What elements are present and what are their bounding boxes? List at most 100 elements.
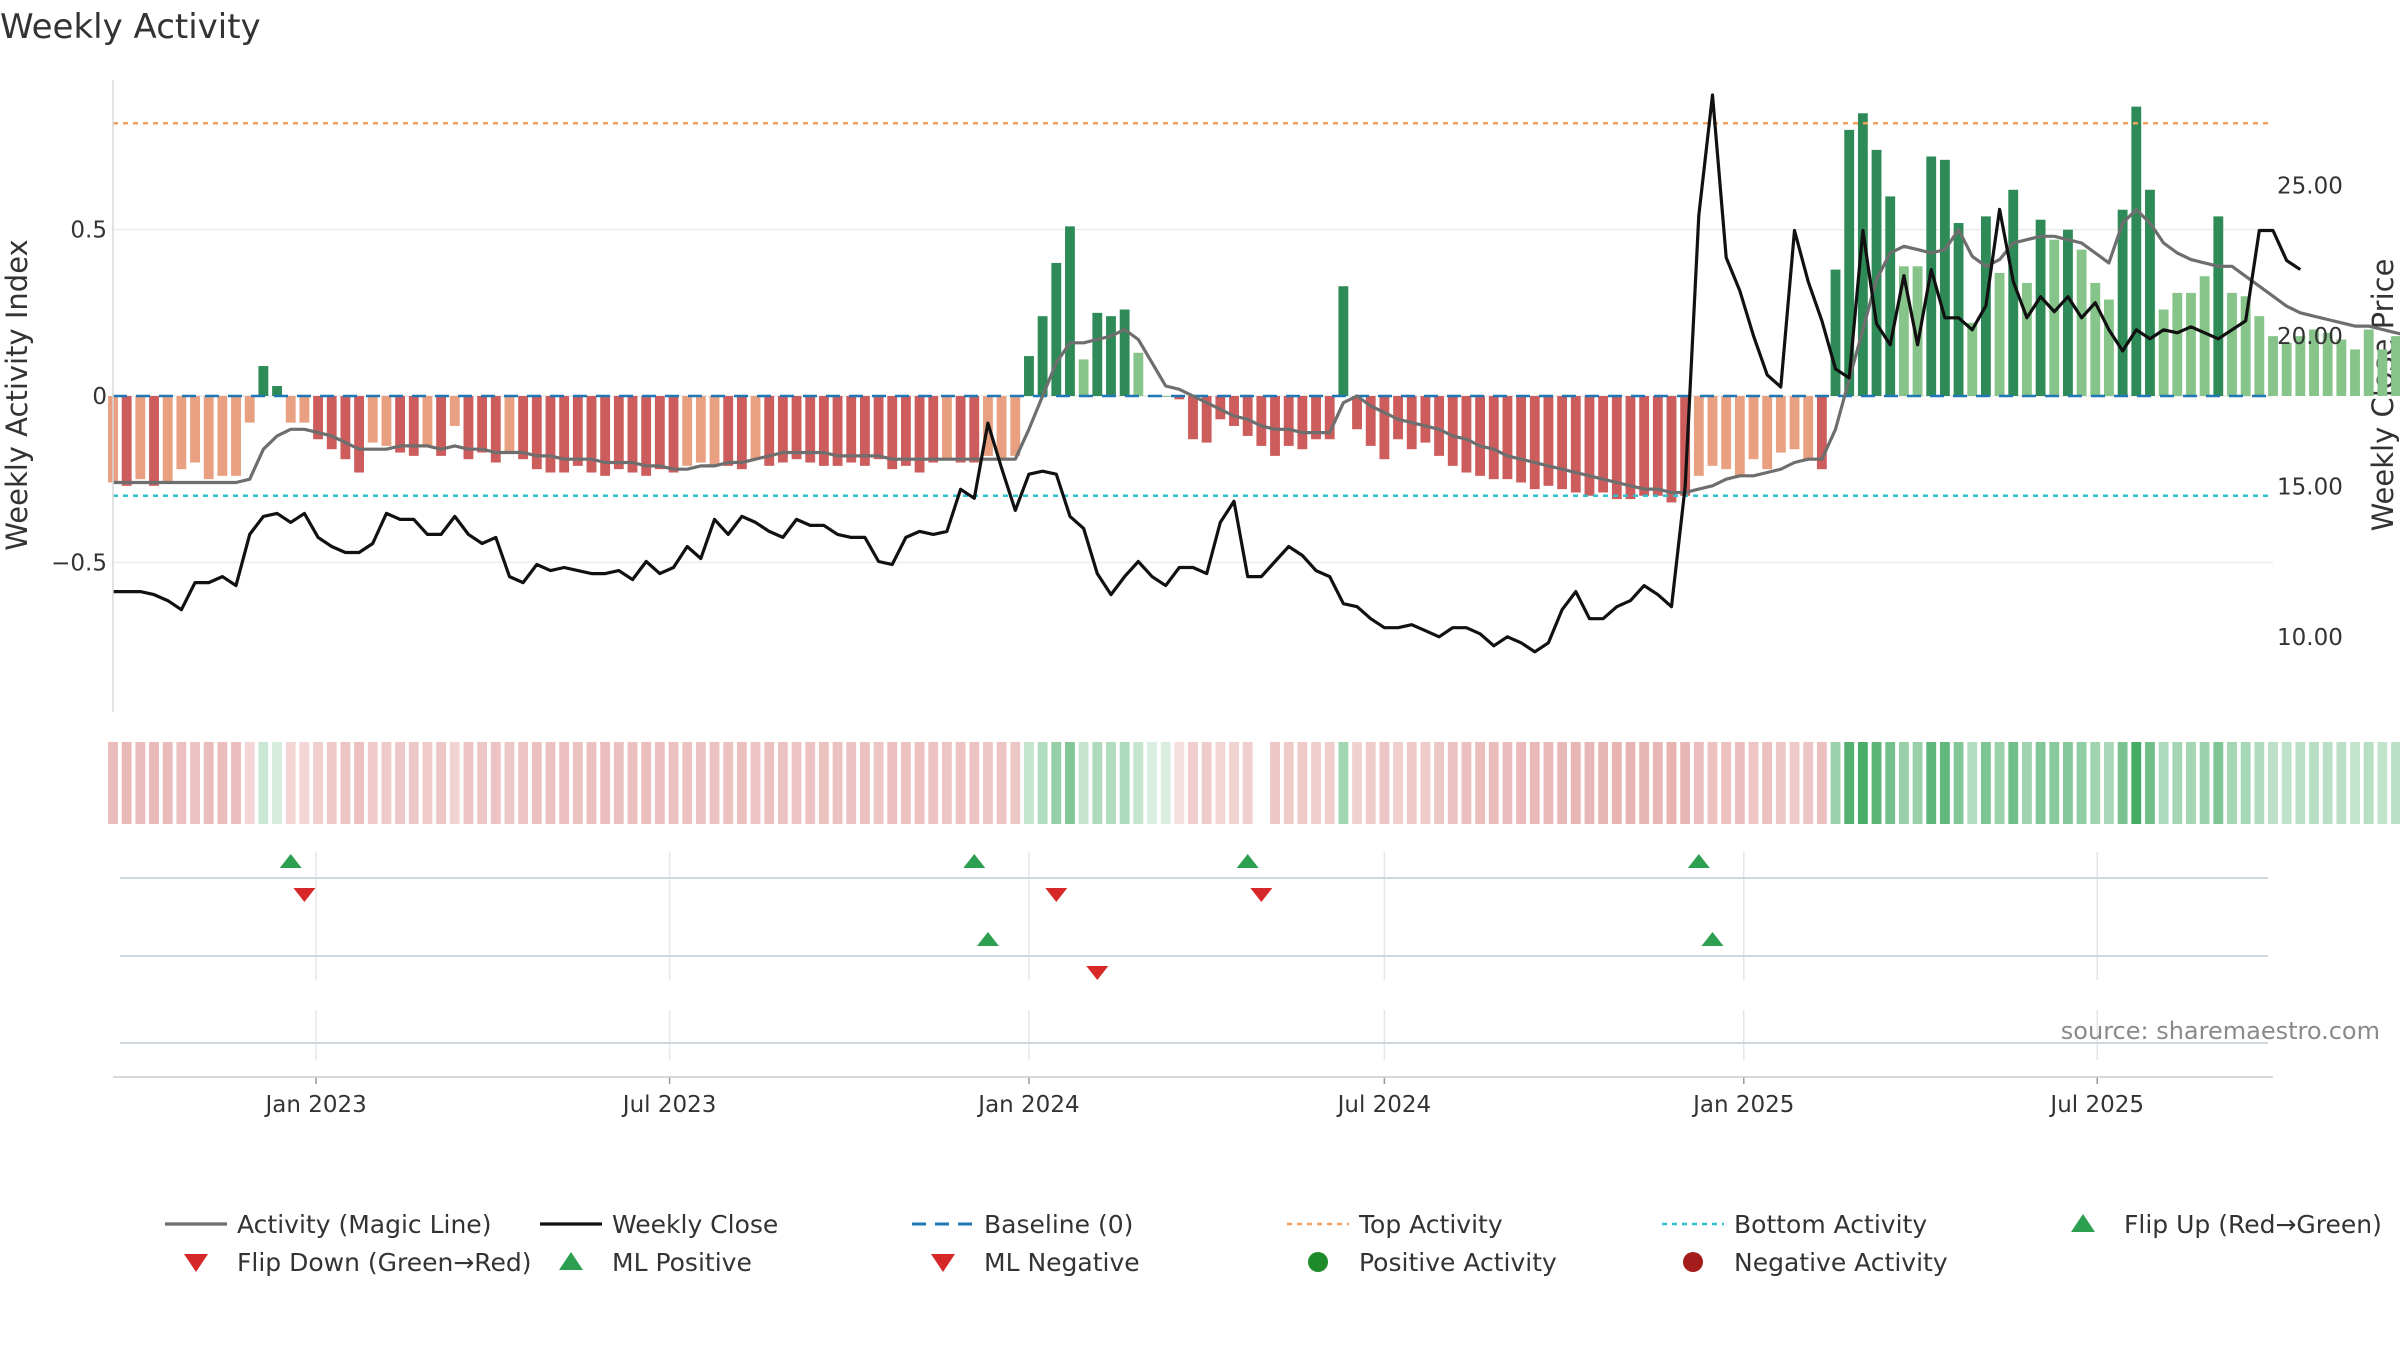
legend-item: Baseline (0) <box>912 1210 1133 1239</box>
legend-label: Activity (Magic Line) <box>237 1210 491 1239</box>
activity-bar <box>791 396 802 460</box>
heat-cell <box>942 742 952 824</box>
heat-cell <box>1365 742 1376 824</box>
x-axis-ticks: Jan 2023 Jul 2023 Jan 2024 Jul 2024 Jan 2025… <box>263 1077 2144 1118</box>
activity-bar <box>682 396 693 466</box>
left-tick-label: 0.5 <box>70 218 107 244</box>
activity-bar <box>1885 196 1896 396</box>
heat-cell <box>2035 742 2046 824</box>
activity-bar <box>367 396 378 443</box>
activity-bar <box>1365 396 1376 446</box>
heat-cell <box>2254 742 2265 824</box>
heat-cell <box>2076 742 2087 824</box>
activity-bar <box>299 396 310 423</box>
heat-cell <box>1270 742 1280 824</box>
activity-bar <box>2363 329 2374 396</box>
heat-cell <box>1024 742 1034 824</box>
heat-cell <box>463 742 474 824</box>
source-note: source: sharemaestro.com <box>2061 1017 2380 1045</box>
activity-bar <box>1188 396 1198 440</box>
heat-cell <box>217 742 228 824</box>
heat-cell <box>1789 742 1800 824</box>
activity-bar <box>2104 299 2114 396</box>
heat-cell <box>1311 742 1321 824</box>
flip-up-marker <box>1236 854 1259 868</box>
activity-bar <box>1037 316 1048 396</box>
activity-bar <box>2254 316 2265 396</box>
legend-circle-icon <box>1683 1252 1703 1272</box>
heat-cell <box>203 742 214 824</box>
activity-bar <box>1311 396 1321 440</box>
activity-bar <box>1967 322 1978 396</box>
legend-triangle-down-icon <box>931 1254 955 1272</box>
flip-down-marker <box>1045 888 1068 902</box>
activity-bar <box>449 396 460 426</box>
heat-cell <box>1857 742 1868 824</box>
heat-cell <box>2391 742 2400 824</box>
activity-bar <box>613 396 624 470</box>
heat-cell <box>1338 742 1349 824</box>
heat-cell <box>805 742 816 824</box>
heat-cell <box>1734 742 1745 824</box>
heat-cell <box>750 742 761 824</box>
heat-cell <box>1160 742 1171 824</box>
activity-bar <box>1119 309 1130 396</box>
heat-cell <box>1133 742 1144 824</box>
activity-bar <box>914 396 925 473</box>
heat-cell <box>272 742 282 824</box>
activity-bar <box>1447 396 1458 466</box>
activity-bar <box>1434 396 1444 456</box>
activity-bar <box>408 396 419 456</box>
ml-positive-marker <box>1701 932 1724 946</box>
activity-bar <box>1270 396 1280 456</box>
activity-bar <box>490 396 501 463</box>
heat-cell <box>2336 742 2347 824</box>
activity-bar <box>244 396 255 423</box>
activity-bar <box>2172 292 2183 396</box>
activity-bar <box>1324 396 1335 440</box>
heat-cell <box>1967 742 1978 824</box>
legend-item: Flip Down (Green→Red) <box>184 1248 532 1277</box>
heat-cell <box>1447 742 1458 824</box>
activity-bar <box>1297 396 1308 450</box>
heat-cell <box>2295 742 2306 824</box>
heat-cell <box>1625 742 1636 824</box>
heat-cell <box>627 742 638 824</box>
legend-item: Top Activity <box>1287 1210 1503 1239</box>
activity-bar <box>2350 349 2360 396</box>
activity-bar <box>1256 396 1267 446</box>
activity-bar <box>2145 189 2155 396</box>
x-tick-label: Jan 2025 <box>1691 1092 1794 1118</box>
activity-bar <box>231 396 241 476</box>
heat-cell <box>1065 742 1075 824</box>
heat-cell <box>1488 742 1499 824</box>
heat-cell <box>244 742 255 824</box>
heat-cell <box>258 742 269 824</box>
heat-cell <box>231 742 241 824</box>
legend-item: Flip Up (Red→Green) <box>2071 1210 2382 1239</box>
activity-bar <box>818 396 829 466</box>
heat-cell <box>1406 742 1417 824</box>
heat-cell <box>1584 742 1595 824</box>
heat-cell <box>723 742 734 824</box>
heat-cell <box>2322 742 2333 824</box>
flip-down-marker <box>1250 888 1273 902</box>
heat-cell <box>1106 742 1116 824</box>
legend-label: Top Activity <box>1358 1210 1503 1239</box>
x-tick-label: Jul 2025 <box>2048 1092 2144 1118</box>
activity-bar <box>627 396 638 473</box>
legend-item: ML Negative <box>931 1248 1140 1277</box>
activity-bar <box>2227 292 2237 396</box>
activity-bar <box>1174 396 1185 400</box>
heat-cell <box>422 742 433 824</box>
legend-label: Positive Activity <box>1359 1248 1557 1277</box>
activity-bar <box>600 396 611 476</box>
heat-cell <box>736 742 747 824</box>
heat-cell <box>777 742 788 824</box>
heat-cell <box>2268 742 2278 824</box>
heat-cell <box>1639 742 1650 824</box>
activity-bar <box>1051 262 1062 396</box>
legend-label: Flip Up (Red→Green) <box>2124 1210 2382 1239</box>
heat-cell <box>1775 742 1786 824</box>
heat-cell <box>1721 742 1732 824</box>
